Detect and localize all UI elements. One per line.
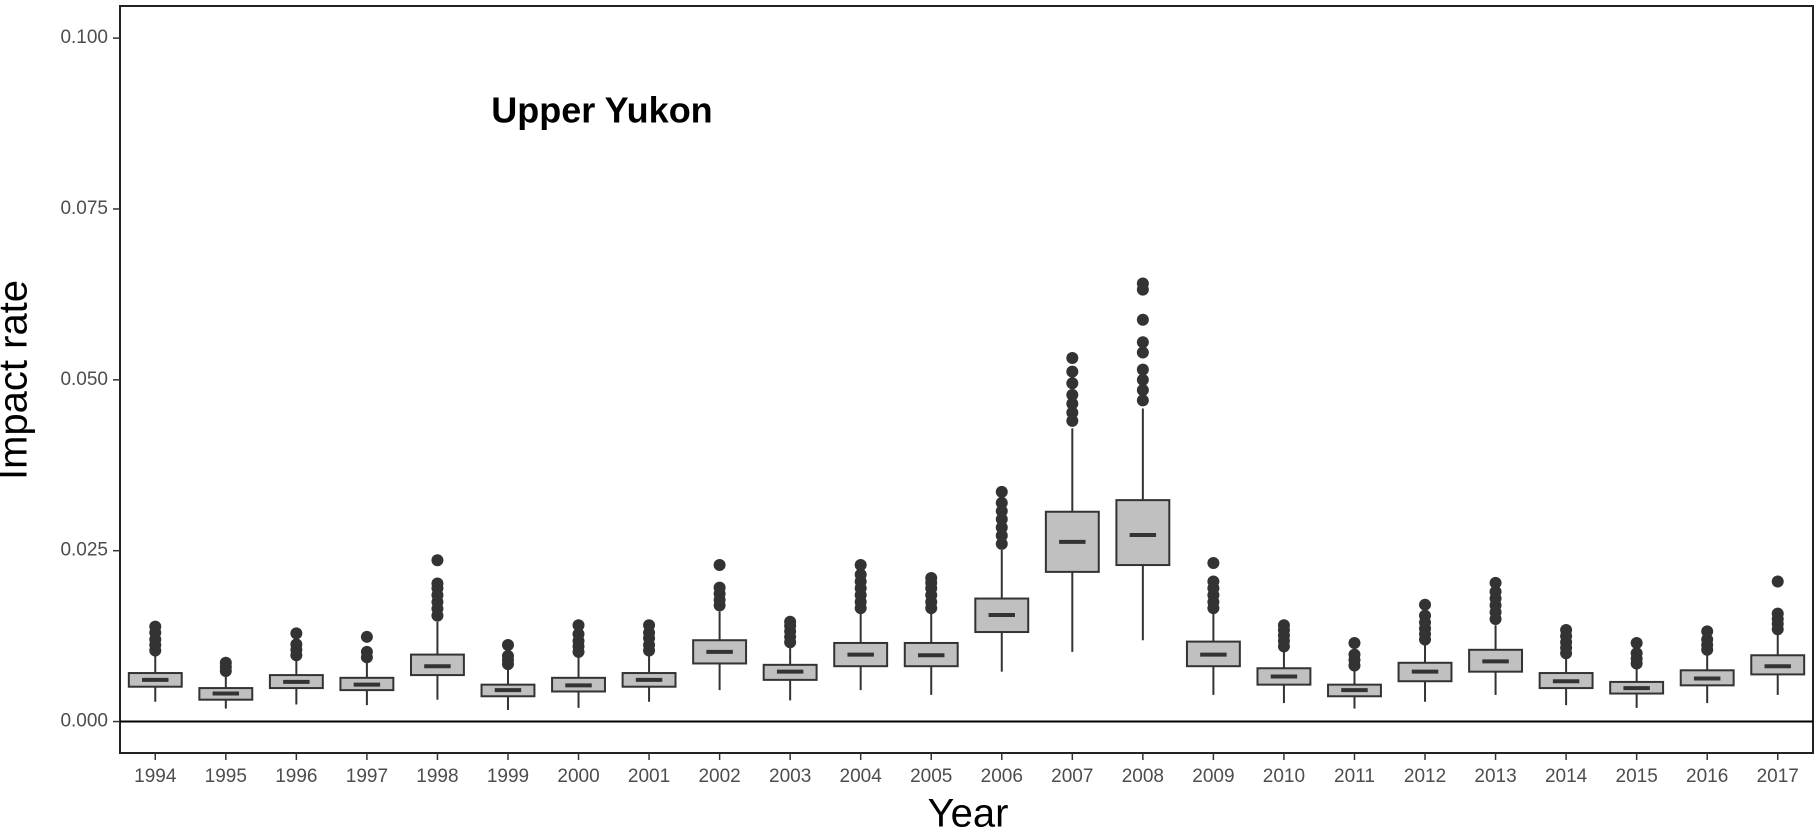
outlier xyxy=(1489,576,1502,589)
outlier xyxy=(1136,384,1149,397)
outlier xyxy=(1207,557,1220,570)
outlier xyxy=(1560,623,1573,636)
outlier xyxy=(501,649,514,662)
outlier xyxy=(1136,373,1149,386)
x-tick-label: 2017 xyxy=(1757,766,1799,787)
outlier xyxy=(501,639,514,652)
outlier xyxy=(995,513,1008,526)
outlier xyxy=(1701,625,1714,638)
outlier xyxy=(1630,636,1643,649)
x-tick-label: 2011 xyxy=(1334,766,1375,787)
outlier xyxy=(1701,633,1714,646)
outlier xyxy=(572,628,585,641)
outlier xyxy=(572,619,585,632)
outlier xyxy=(290,627,303,640)
outlier xyxy=(995,529,1008,542)
outlier xyxy=(1066,377,1079,390)
x-tick-label: 2000 xyxy=(557,766,599,787)
x-tick-label: 2002 xyxy=(698,766,740,787)
outlier xyxy=(1771,607,1784,620)
outlier xyxy=(1136,394,1149,407)
y-tick-label: 0.050 xyxy=(60,369,108,390)
x-tick-label: 2016 xyxy=(1686,766,1728,787)
outlier xyxy=(925,572,938,585)
x-tick-label: 2013 xyxy=(1474,766,1516,787)
outlier xyxy=(431,554,444,567)
x-tick-label: 2010 xyxy=(1263,766,1305,787)
outlier xyxy=(1066,414,1079,427)
outlier xyxy=(1066,365,1079,378)
outlier xyxy=(995,521,1008,534)
x-tick-label: 1995 xyxy=(205,766,247,787)
outlier xyxy=(219,656,232,669)
y-tick-label: 0.075 xyxy=(60,198,108,219)
x-tick-label: 2001 xyxy=(628,766,670,787)
outlier xyxy=(1066,397,1079,410)
x-tick-label: 2014 xyxy=(1545,766,1588,787)
x-tick-label: 2009 xyxy=(1192,766,1234,787)
box xyxy=(1115,499,1171,567)
y-tick-label: 0.100 xyxy=(60,27,108,48)
outlier xyxy=(431,577,444,590)
chart-title: Upper Yukon xyxy=(491,90,712,131)
y-axis-label: Impact rate xyxy=(0,280,36,480)
outlier xyxy=(854,559,867,572)
outlier xyxy=(1630,647,1643,660)
x-tick-label: 2003 xyxy=(769,766,811,787)
outlier xyxy=(1489,585,1502,598)
outlier xyxy=(360,645,373,658)
outlier xyxy=(360,630,373,643)
outlier xyxy=(713,559,726,572)
plot-panel xyxy=(119,5,1814,754)
outlier xyxy=(995,537,1008,550)
outlier xyxy=(1207,575,1220,588)
outlier xyxy=(1419,609,1432,622)
x-axis-label: Year xyxy=(928,792,1009,836)
outlier xyxy=(149,620,162,633)
outlier xyxy=(1348,636,1361,649)
outlier xyxy=(995,505,1008,518)
x-tick-label: 2004 xyxy=(840,766,883,787)
outlier xyxy=(1136,277,1149,290)
y-tick-label: 0.025 xyxy=(60,540,108,561)
outlier xyxy=(1066,351,1079,364)
x-tick-label: 2012 xyxy=(1404,766,1446,787)
x-tick-label: 2008 xyxy=(1122,766,1164,787)
outlier xyxy=(1136,363,1149,376)
outlier xyxy=(643,619,656,632)
outlier xyxy=(1277,619,1290,632)
outlier xyxy=(1136,313,1149,326)
y-tick-label: 0.000 xyxy=(60,711,108,732)
outlier xyxy=(1419,598,1432,611)
outlier xyxy=(1066,388,1079,401)
x-tick-label: 1996 xyxy=(275,766,317,787)
x-tick-label: 2007 xyxy=(1051,766,1093,787)
x-tick-label: 1997 xyxy=(346,766,388,787)
outlier xyxy=(784,615,797,628)
x-tick-label: 2005 xyxy=(910,766,952,787)
outlier xyxy=(1066,406,1079,419)
outlier xyxy=(713,581,726,594)
x-tick-label: 1999 xyxy=(487,766,529,787)
outlier xyxy=(1771,575,1784,588)
x-tick-label: 2006 xyxy=(981,766,1023,787)
x-tick-label: 1998 xyxy=(416,766,458,787)
outlier xyxy=(1348,648,1361,661)
outlier xyxy=(1136,346,1149,359)
outlier xyxy=(1136,336,1149,349)
x-tick-label: 1994 xyxy=(134,766,177,787)
box xyxy=(1044,510,1100,573)
x-tick-label: 2015 xyxy=(1616,766,1658,787)
outlier xyxy=(854,568,867,581)
outlier xyxy=(290,638,303,651)
outlier xyxy=(995,496,1008,509)
outlier xyxy=(995,485,1008,498)
